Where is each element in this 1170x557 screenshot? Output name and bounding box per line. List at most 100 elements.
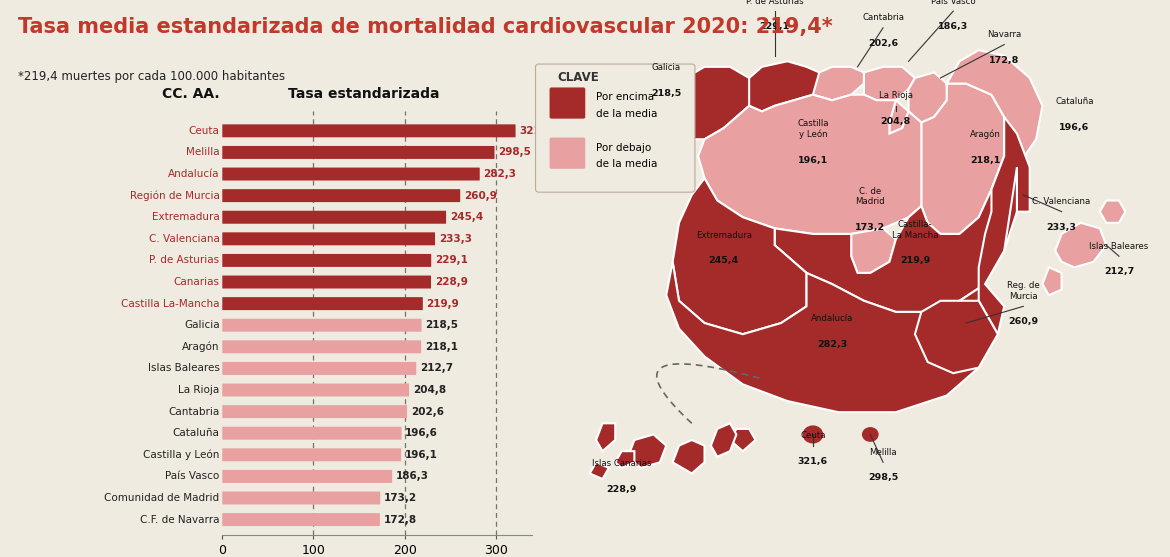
Text: 298,5: 298,5 (868, 473, 899, 482)
Text: Melilla: Melilla (869, 448, 897, 457)
Text: Reg. de
Murcia: Reg. de Murcia (1007, 281, 1040, 301)
FancyBboxPatch shape (222, 384, 410, 397)
Text: de la media: de la media (596, 159, 658, 169)
Polygon shape (590, 462, 608, 479)
FancyBboxPatch shape (222, 405, 407, 418)
Text: País Vasco: País Vasco (165, 471, 220, 481)
FancyBboxPatch shape (222, 124, 516, 138)
Text: 172,8: 172,8 (384, 515, 417, 525)
Polygon shape (615, 451, 634, 468)
Polygon shape (1100, 201, 1126, 223)
Polygon shape (673, 178, 806, 334)
Polygon shape (673, 440, 704, 473)
Text: Galicia: Galicia (652, 63, 681, 72)
Text: 219,9: 219,9 (900, 256, 930, 265)
Polygon shape (666, 262, 1004, 412)
Text: 233,3: 233,3 (439, 234, 472, 244)
Text: Extremadura: Extremadura (152, 212, 220, 222)
Text: 229,1: 229,1 (759, 22, 790, 31)
Text: Tasa media estandarizada de mortalidad cardiovascular 2020: 219,4*: Tasa media estandarizada de mortalidad c… (18, 17, 832, 37)
Text: C. Valenciana: C. Valenciana (149, 234, 220, 244)
Text: 228,9: 228,9 (435, 277, 468, 287)
FancyBboxPatch shape (550, 138, 585, 169)
Text: 282,3: 282,3 (483, 169, 516, 179)
Polygon shape (673, 67, 756, 139)
FancyBboxPatch shape (222, 254, 432, 267)
Polygon shape (863, 67, 915, 100)
Text: C. Valenciana: C. Valenciana (1032, 197, 1090, 206)
Polygon shape (698, 95, 921, 234)
Text: 204,8: 204,8 (881, 117, 911, 126)
Text: 218,1: 218,1 (425, 342, 457, 352)
Text: 233,3: 233,3 (1047, 223, 1076, 232)
Text: P. de Asturias: P. de Asturias (150, 256, 220, 266)
Text: Extremadura: Extremadura (696, 231, 751, 240)
FancyBboxPatch shape (222, 362, 417, 375)
FancyBboxPatch shape (222, 427, 401, 439)
Text: Galicia: Galicia (184, 320, 220, 330)
Polygon shape (921, 84, 1004, 234)
Text: 219,9: 219,9 (427, 299, 460, 309)
Text: 196,1: 196,1 (405, 450, 438, 460)
Text: Canarias: Canarias (173, 277, 220, 287)
Text: 186,3: 186,3 (938, 22, 969, 31)
FancyBboxPatch shape (222, 448, 401, 461)
Text: 186,3: 186,3 (395, 471, 429, 481)
Text: 245,4: 245,4 (449, 212, 483, 222)
Text: C. de
Madrid: C. de Madrid (855, 187, 886, 206)
Text: 218,5: 218,5 (652, 89, 681, 98)
Polygon shape (1042, 267, 1061, 295)
Polygon shape (730, 429, 756, 451)
Text: 202,6: 202,6 (868, 39, 899, 48)
Text: P. de Asturias: P. de Asturias (745, 0, 804, 6)
Text: 218,1: 218,1 (970, 156, 1000, 165)
Polygon shape (628, 434, 666, 468)
FancyBboxPatch shape (222, 211, 446, 224)
Text: 321,6: 321,6 (519, 126, 552, 136)
Text: Comunidad de Madrid: Comunidad de Madrid (104, 493, 220, 503)
Text: Castilla
y León: Castilla y León (797, 119, 828, 139)
Text: Castilla La-Mancha: Castilla La-Mancha (121, 299, 220, 309)
Text: Islas Canarias: Islas Canarias (592, 459, 652, 468)
Text: 212,7: 212,7 (420, 363, 453, 373)
Text: Islas Baleares: Islas Baleares (147, 363, 220, 373)
Text: La Rioja: La Rioja (178, 385, 220, 395)
Text: CC. AA.: CC. AA. (161, 86, 220, 101)
Text: Ceuta: Ceuta (188, 126, 220, 136)
Text: Cantabria: Cantabria (168, 407, 220, 417)
Text: C.F. de Navarra: C.F. de Navarra (140, 515, 220, 525)
Polygon shape (978, 117, 1030, 334)
Text: Aragón: Aragón (970, 130, 1000, 139)
Text: Melilla: Melilla (186, 148, 220, 158)
Text: 196,6: 196,6 (1059, 123, 1089, 131)
Text: 196,6: 196,6 (405, 428, 438, 438)
Text: Cataluña: Cataluña (1055, 97, 1094, 106)
FancyBboxPatch shape (222, 232, 435, 245)
Text: Aragón: Aragón (183, 341, 220, 352)
Text: Andalucía: Andalucía (168, 169, 220, 179)
Text: 173,2: 173,2 (384, 493, 417, 503)
Circle shape (862, 428, 878, 441)
Text: País Vasco: País Vasco (931, 0, 976, 6)
Text: Andalucía: Andalucía (811, 314, 853, 323)
FancyBboxPatch shape (222, 470, 392, 483)
Text: Por encima: Por encima (596, 92, 654, 102)
Text: 196,1: 196,1 (798, 156, 828, 165)
Polygon shape (596, 423, 615, 451)
Text: 202,6: 202,6 (411, 407, 443, 417)
FancyBboxPatch shape (222, 491, 380, 505)
Text: 260,9: 260,9 (1009, 317, 1039, 326)
FancyBboxPatch shape (536, 64, 695, 192)
Text: La Rioja: La Rioja (879, 91, 913, 100)
Text: 282,3: 282,3 (817, 340, 847, 349)
Text: 245,4: 245,4 (709, 256, 738, 265)
Text: Castilla-
La Mancha: Castilla- La Mancha (892, 220, 938, 240)
FancyBboxPatch shape (222, 168, 480, 180)
Text: 298,5: 298,5 (498, 148, 531, 158)
Text: Región de Murcia: Región de Murcia (130, 190, 220, 201)
Text: *219,4 muertes por cada 100.000 habitantes: *219,4 muertes por cada 100.000 habitant… (18, 70, 284, 82)
Polygon shape (813, 67, 863, 100)
Text: 228,9: 228,9 (606, 485, 636, 494)
Polygon shape (711, 423, 736, 457)
Text: 212,7: 212,7 (1103, 267, 1134, 276)
